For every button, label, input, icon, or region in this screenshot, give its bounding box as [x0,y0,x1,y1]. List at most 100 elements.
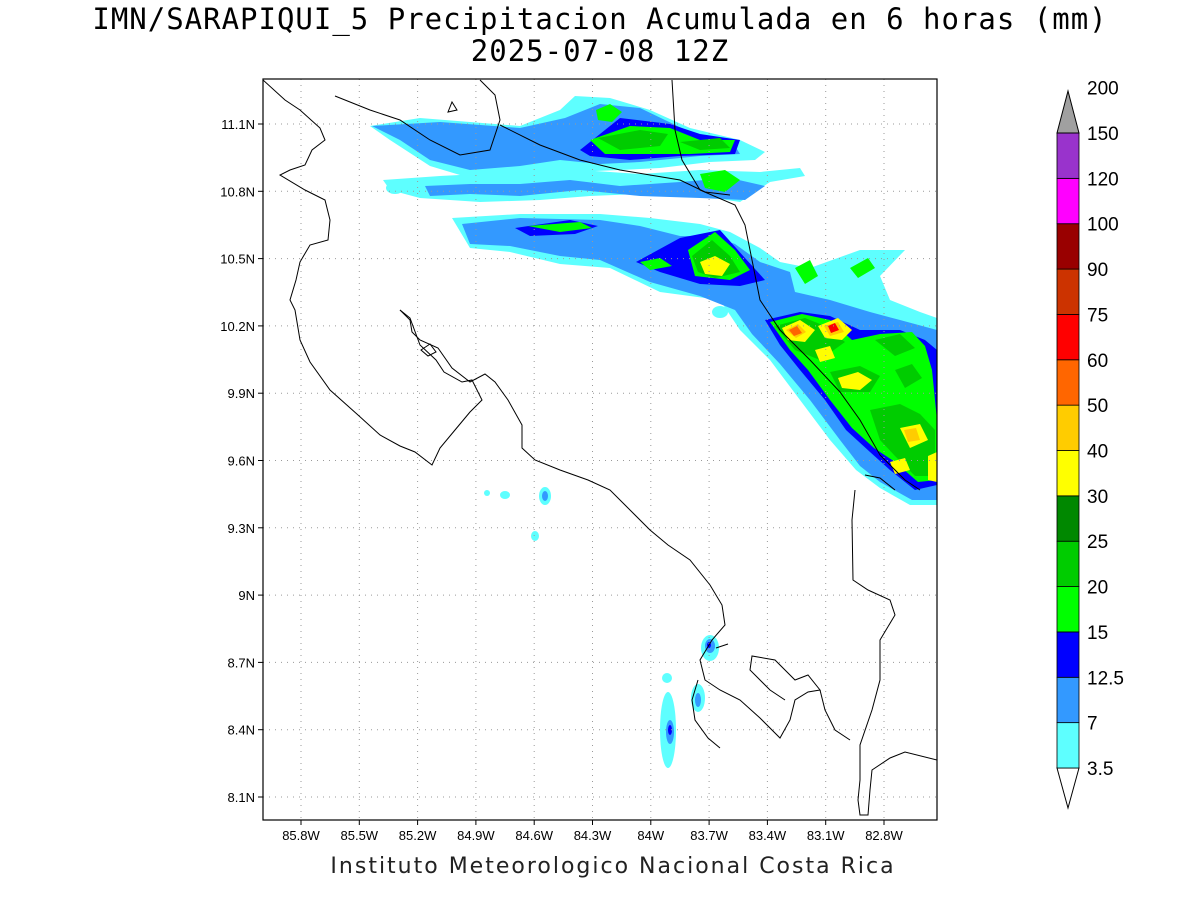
lat-tick-label: 8.4N [228,723,255,738]
colorbar-box [1056,495,1080,542]
colorbar-box [1056,268,1080,315]
rain-cell-mid-3 [640,258,672,270]
rain-cell-14 [662,673,672,683]
colorbar-level-label: 3.5 [1087,759,1113,780]
rain-core-30mm-4 [815,346,835,362]
colorbar-box [1056,404,1080,451]
lat-tick-label: 9N [238,588,255,603]
colorbar-box [1056,359,1080,406]
lat-tick-label: 11.1N [221,117,255,132]
rain-core-40mm-3 [904,428,920,442]
rain-core-50mm [789,326,802,336]
gulf-nicoya [420,343,437,357]
colorbar-level-label: 50 [1087,396,1108,417]
colorbar-box [1056,132,1080,179]
rain-core-30mm-8 [928,452,937,482]
rain-band-20mm-7 [875,334,915,356]
rain-cell-2 [542,491,548,501]
lon-tick-label: 84W [637,828,664,843]
panama-border [851,489,937,816]
colorbar-box [1056,223,1080,270]
rain-cell-4 [484,490,490,496]
colorbar-lower-extend [1056,767,1080,810]
rain-cell-mid-1 [795,260,818,284]
colorbar-level-label: 15 [1087,623,1108,644]
colorbar-level-label: 60 [1087,351,1108,372]
rain-cell-north-1 [596,104,622,122]
rain-core-30mm-1 [700,256,730,276]
caribbean-coast [864,474,896,491]
lake-nicaragua [334,79,501,156]
map-title-line1: IMN/SARAPIQUI_5 Precipitacion Acumulada … [92,2,1108,36]
lon-tick-label: 83.4W [749,828,787,843]
colorbar-upper-extend [1056,89,1080,134]
colorbar-level-label: 25 [1087,532,1108,553]
colorbar-level-label: 120 [1087,169,1119,190]
colorbar-level-label: 90 [1087,260,1108,281]
lat-tick-label: 9.3N [228,521,255,536]
colorbar-level-label: 30 [1087,487,1108,508]
precipitation-field [370,96,937,768]
rain-cell-16 [386,182,404,194]
colorbar-level-label: 40 [1087,442,1108,463]
colorbar-level-label: 20 [1087,578,1108,599]
lon-tick-label: 83.7W [690,828,728,843]
credit-footer: Instituto Meteorologico Nacional Costa R… [330,854,896,879]
lon-tick-label: 84.3W [574,828,612,843]
rain-band-mid-light [452,214,937,505]
colorbar-level-label: 75 [1087,305,1108,326]
rain-band-mid-7mm-2 [425,178,765,200]
lat-tick-label: 10.2N [220,319,255,334]
nicaragua-coast [263,79,483,466]
lon-tick-label: 82.8W [865,828,903,843]
colorbar: 3.5 7 12.5 15 20 25 30 40 50 60 75 90 100 120 150 200 [1056,79,1124,810]
rain-core-60mm [828,323,839,333]
longitude-tick-labels: 85.8W 85.5W 85.2W 84.9W 84.6W 84.3W 84W 83.7W 83… [282,828,903,843]
rain-cell-15 [712,306,728,318]
lon-tick-label: 85.2W [399,828,437,843]
rain-core-30mm-5 [838,372,872,390]
colorbar-box [1056,540,1080,587]
lat-tick-label: 8.7N [228,655,255,670]
pacific-coast [399,309,821,739]
lon-tick-label: 84.6W [515,828,553,843]
map-frame [262,78,938,821]
lat-tick-label: 10.8N [220,184,255,199]
coastlines [263,79,937,816]
colorbar-level-label: 7 [1087,714,1098,735]
border-line-2 [499,124,731,196]
colorbar-box [1056,586,1080,633]
colorbar-box [1056,450,1080,497]
lon-tick-label: 85.8W [282,828,320,843]
rain-cell-mid-2 [850,258,875,278]
rain-cell-10 [695,693,701,707]
rain-band-15mm-2 [528,222,592,232]
rain-cell-north-2 [700,170,740,192]
lon-tick-label: 83.1W [807,828,845,843]
lat-tick-label: 10.5N [220,252,255,267]
rain-band-20mm-2 [680,138,730,150]
lat-tick-label: 9.9N [228,386,255,401]
latitude-tick-labels: 11.1N 10.8N 10.5N 10.2N 9.9N 9.6N 9.3N 9N 8.7N 8.… [220,117,255,805]
lon-tick-label: 84.9W [457,828,495,843]
colorbar-box [1056,314,1080,361]
colorbar-box [1056,722,1080,769]
colorbar-level-label: 150 [1087,124,1119,145]
rain-cell-13 [668,725,672,735]
colorbar-box [1056,676,1080,724]
lat-tick-label: 8.1N [228,790,255,805]
colorbar-level-label: 200 [1087,79,1119,100]
graticule [258,79,937,825]
rain-band-20mm-6 [870,404,935,476]
rain-cell-3 [500,491,510,499]
rain-band-20mm-8 [895,364,922,388]
lat-tick-label: 9.6N [228,454,255,469]
colorbar-level-label: 100 [1087,215,1119,236]
panama-inlet [819,689,851,741]
rain-cell-5 [531,531,539,541]
osa-peninsula [691,679,721,749]
chiriqui [715,643,729,649]
map-title-line2: 2025-07-08 12Z [470,34,730,68]
lon-tick-label: 85.5W [341,828,379,843]
